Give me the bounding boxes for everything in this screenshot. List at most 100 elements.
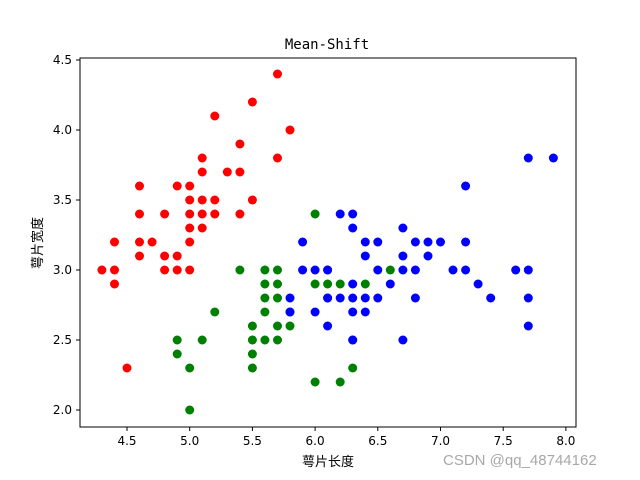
data-point — [548, 153, 558, 163]
data-point — [523, 265, 533, 275]
data-point — [185, 265, 195, 275]
data-point — [285, 307, 295, 317]
data-point — [235, 139, 245, 149]
data-point — [273, 335, 282, 345]
data-point — [323, 321, 333, 331]
data-point — [323, 293, 333, 303]
data-point — [210, 111, 220, 121]
data-point — [323, 265, 333, 275]
data-point — [185, 209, 195, 219]
data-point — [461, 265, 471, 275]
data-point — [235, 265, 245, 275]
data-point — [398, 335, 408, 345]
data-points — [97, 69, 558, 415]
data-point — [247, 349, 257, 359]
chart-title: Mean-Shift — [285, 37, 369, 53]
data-point — [373, 265, 383, 275]
data-point — [373, 237, 383, 247]
data-point — [373, 293, 383, 303]
data-point — [335, 377, 345, 387]
data-point — [385, 279, 395, 289]
data-point — [197, 335, 207, 345]
data-point — [360, 237, 370, 247]
data-point — [348, 293, 358, 303]
data-point — [348, 307, 358, 317]
data-point — [197, 223, 207, 233]
data-point — [172, 265, 182, 275]
data-point — [310, 307, 320, 317]
data-point — [335, 293, 345, 303]
data-point — [410, 237, 420, 247]
data-point — [310, 265, 320, 275]
x-axis-ticks: 4.5 5.0 5.5 6.0 6.5 7.0 7.5 8.0 — [117, 427, 575, 448]
data-point — [348, 209, 358, 219]
data-point — [260, 265, 270, 275]
data-point — [197, 209, 207, 219]
data-point — [423, 237, 433, 247]
data-point — [360, 293, 370, 303]
data-point — [273, 293, 282, 303]
data-point — [235, 167, 245, 177]
data-point — [348, 279, 358, 289]
plot-frame — [79, 57, 577, 428]
data-point — [172, 181, 182, 191]
x-tick-label: 5.0 — [180, 434, 199, 448]
data-point — [160, 209, 170, 219]
data-point — [323, 279, 333, 289]
data-point — [523, 321, 533, 331]
data-point — [185, 223, 195, 233]
data-point — [523, 293, 533, 303]
y-tick-label: 2.5 — [53, 333, 72, 347]
data-point — [486, 293, 496, 303]
data-point — [310, 377, 320, 387]
data-point — [185, 237, 195, 247]
data-point — [210, 195, 220, 205]
data-point — [260, 279, 270, 289]
data-point — [135, 209, 144, 219]
data-point — [473, 279, 483, 289]
y-axis-label: 萼片宽度 — [30, 217, 46, 269]
data-point — [222, 167, 232, 177]
y-tick-label: 4.0 — [53, 123, 72, 137]
data-point — [235, 209, 245, 219]
x-tick-label: 6.5 — [368, 434, 387, 448]
data-point — [260, 307, 270, 317]
data-point — [348, 363, 358, 373]
data-point — [348, 335, 358, 345]
data-point — [335, 279, 345, 289]
data-point — [360, 279, 370, 289]
data-point — [285, 321, 295, 331]
y-tick-label: 3.0 — [53, 263, 72, 277]
data-point — [247, 195, 257, 205]
data-point — [247, 335, 257, 345]
data-point — [247, 97, 257, 107]
y-tick-label: 4.5 — [53, 53, 72, 67]
data-point — [197, 167, 207, 177]
data-point — [398, 223, 408, 233]
data-point — [273, 321, 282, 331]
data-point — [110, 237, 119, 247]
data-point — [398, 251, 408, 261]
data-point — [197, 153, 207, 163]
data-point — [461, 237, 471, 247]
data-point — [247, 321, 257, 331]
data-point — [147, 237, 157, 247]
x-axis-label: 萼片长度 — [302, 454, 354, 470]
data-point — [185, 181, 195, 191]
data-point — [273, 279, 282, 289]
data-point — [160, 265, 170, 275]
data-point — [185, 195, 195, 205]
y-axis-ticks: 2.0 2.5 3.0 3.5 4.0 4.5 — [53, 53, 80, 417]
x-tick-label: 7.5 — [494, 434, 513, 448]
x-tick-label: 8.0 — [556, 434, 575, 448]
data-point — [172, 349, 182, 359]
data-point — [135, 237, 144, 247]
data-point — [185, 363, 195, 373]
data-point — [398, 265, 408, 275]
data-point — [298, 265, 308, 275]
data-point — [310, 279, 320, 289]
data-point — [335, 209, 345, 219]
data-point — [97, 265, 107, 275]
data-point — [523, 153, 533, 163]
